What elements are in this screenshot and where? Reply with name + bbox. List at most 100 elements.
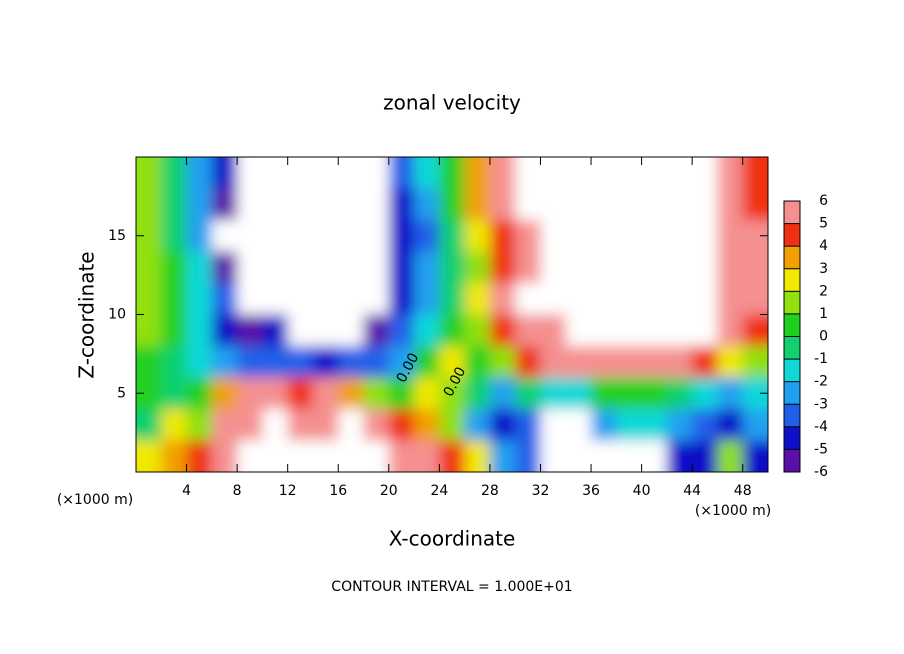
x-tick-label: 32 bbox=[532, 483, 550, 499]
field-cell bbox=[692, 220, 718, 252]
y-tick-label: 5 bbox=[117, 385, 126, 401]
field-cell bbox=[211, 220, 238, 252]
field-cell bbox=[186, 157, 213, 189]
x-tick-label: 4 bbox=[182, 483, 191, 499]
field-cell bbox=[616, 220, 643, 252]
field-cell bbox=[262, 188, 289, 221]
field-cell bbox=[211, 440, 238, 472]
field-cell bbox=[742, 188, 768, 221]
field-cell bbox=[515, 220, 541, 252]
field-cell bbox=[666, 188, 693, 221]
field-cell bbox=[565, 346, 592, 378]
field-cell bbox=[717, 283, 744, 315]
field-cell bbox=[211, 251, 238, 284]
field-cell bbox=[717, 440, 744, 472]
field-cell bbox=[565, 440, 592, 472]
field-cell bbox=[591, 157, 617, 189]
field-cell bbox=[211, 157, 238, 189]
field-cell bbox=[338, 251, 365, 284]
field-cell bbox=[666, 220, 693, 252]
field-cell bbox=[616, 283, 643, 315]
field-cell bbox=[186, 377, 213, 410]
field-cell bbox=[414, 283, 440, 315]
field-cell bbox=[287, 409, 314, 441]
field-cell bbox=[287, 220, 314, 252]
field-cell bbox=[742, 283, 768, 315]
field-cell bbox=[439, 346, 466, 378]
colorbar-tick-label: 3 bbox=[819, 261, 828, 277]
field-cell bbox=[591, 440, 617, 472]
colorbar-tick-label: 4 bbox=[819, 238, 828, 254]
field-cell bbox=[414, 220, 440, 252]
field-cell bbox=[161, 283, 188, 315]
field-cell bbox=[565, 283, 592, 315]
field-cell bbox=[312, 220, 339, 252]
colorbar-band bbox=[784, 336, 800, 360]
x-tick-label: 40 bbox=[633, 483, 651, 499]
field-cell bbox=[540, 377, 567, 410]
field-cell bbox=[312, 346, 339, 378]
field-cell bbox=[363, 314, 390, 347]
field-cell bbox=[161, 409, 188, 441]
colorbar-band bbox=[784, 246, 800, 269]
field-cell bbox=[489, 220, 516, 252]
field-cell bbox=[565, 157, 592, 189]
field-cell bbox=[439, 314, 466, 347]
colorbar-band bbox=[784, 313, 800, 337]
colorbar-tick-label: 6 bbox=[819, 193, 828, 209]
x-tick-label: 24 bbox=[430, 483, 448, 499]
field-cell bbox=[414, 440, 440, 472]
field-cell bbox=[666, 251, 693, 284]
field-cell bbox=[363, 377, 390, 410]
field-cell bbox=[692, 346, 718, 378]
field-cells bbox=[136, 157, 768, 472]
field-cell bbox=[211, 377, 238, 410]
field-cell bbox=[489, 409, 516, 441]
field-cell bbox=[338, 314, 365, 347]
field-cell bbox=[312, 188, 339, 221]
y-unit-label: (×1000 m) bbox=[57, 492, 133, 508]
field-cell bbox=[641, 409, 668, 441]
field-cell bbox=[287, 283, 314, 315]
field-cell bbox=[742, 440, 768, 472]
field-cell bbox=[439, 251, 466, 284]
y-tick-label: 10 bbox=[108, 307, 126, 323]
field-cell bbox=[591, 188, 617, 221]
field-cell bbox=[464, 440, 491, 472]
field-cell bbox=[211, 314, 238, 347]
field-cell bbox=[666, 157, 693, 189]
field-cell bbox=[136, 409, 162, 441]
field-cell bbox=[515, 157, 541, 189]
x-tick-label: 16 bbox=[329, 483, 347, 499]
field-cell bbox=[186, 409, 213, 441]
colorbar-tick-label: -3 bbox=[814, 396, 828, 412]
field-cell bbox=[211, 283, 238, 315]
field-cell bbox=[717, 157, 744, 189]
field-cell bbox=[641, 157, 668, 189]
field-cell bbox=[616, 251, 643, 284]
field-cell bbox=[237, 377, 263, 410]
field-cell bbox=[186, 251, 213, 284]
field-cell bbox=[388, 188, 415, 221]
field-cell bbox=[439, 283, 466, 315]
field-cell bbox=[312, 409, 339, 441]
field-cell bbox=[414, 157, 440, 189]
field-cell bbox=[641, 346, 668, 378]
field-cell bbox=[363, 188, 390, 221]
field-cell bbox=[591, 220, 617, 252]
field-cell bbox=[287, 157, 314, 189]
field-cell bbox=[161, 188, 188, 221]
field-cell bbox=[186, 283, 213, 315]
field-cell bbox=[136, 346, 162, 378]
field-cell bbox=[136, 314, 162, 347]
field-cell bbox=[565, 251, 592, 284]
field-cell bbox=[237, 409, 263, 441]
field-cell bbox=[262, 346, 289, 378]
field-cell bbox=[540, 188, 567, 221]
x-unit-label: (×1000 m) bbox=[695, 503, 771, 519]
field-cell bbox=[439, 440, 466, 472]
field-cell bbox=[489, 283, 516, 315]
field-cell bbox=[565, 188, 592, 221]
field-cell bbox=[312, 283, 339, 315]
field-cell bbox=[338, 283, 365, 315]
